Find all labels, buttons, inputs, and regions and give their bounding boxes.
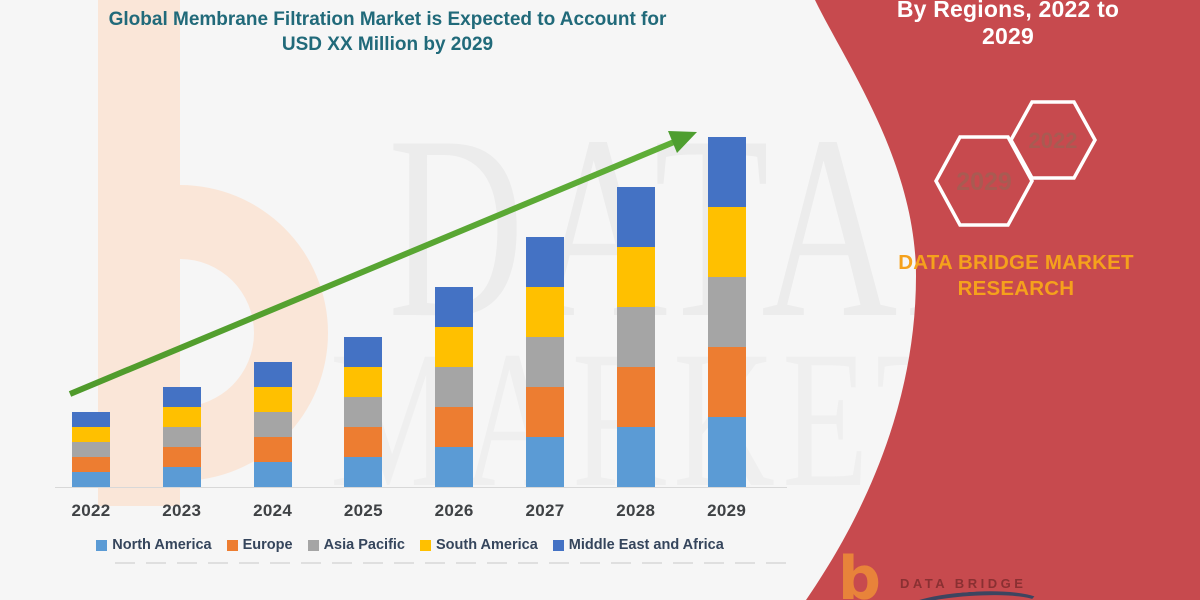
bar-segment	[344, 397, 383, 427]
bar-segment	[707, 137, 746, 207]
x-axis-label: 2024	[253, 501, 293, 520]
chart-title-line2: USD XX Million by 2029	[281, 34, 494, 56]
x-axis-label: 2026	[434, 501, 474, 520]
x-axis-label: 2022	[71, 501, 111, 520]
legend-item: South America	[420, 537, 538, 553]
bar-segment	[707, 417, 746, 487]
panel-heading: By Regions, 2022 to 2029	[896, 0, 1120, 49]
bar-segment	[72, 427, 110, 442]
bar-segment	[616, 427, 655, 487]
bar-segment	[162, 447, 201, 467]
chart-title: Global Membrane Filtration Market is Exp…	[25, 7, 750, 57]
bar-segment	[707, 207, 746, 277]
x-axis-label: 2025	[343, 501, 383, 520]
chart-legend: North America Europe Asia Pacific South Ame…	[30, 537, 790, 553]
x-axis-label: 2028	[616, 501, 656, 520]
bar-segment	[344, 427, 383, 457]
legend-label: North America	[112, 537, 212, 553]
bar-2023	[162, 387, 201, 487]
bar-segment	[707, 347, 746, 417]
footer-logo-text: DATA BRIDGE	[900, 576, 1027, 591]
x-axis-label: 2023	[162, 501, 202, 520]
year-hexagons: 2029 2022	[934, 100, 1097, 227]
x-axis-label: 2027	[525, 501, 565, 520]
bar-segment	[162, 467, 201, 487]
legend-item: Europe	[226, 537, 293, 553]
hexagon-2022-label: 2022	[1029, 128, 1078, 153]
footer-logo-b-icon: b	[838, 544, 881, 600]
legend-swatch-icon	[420, 539, 431, 551]
bar-segment	[72, 442, 110, 457]
bar-segment	[344, 457, 383, 487]
bar-segment	[162, 427, 201, 447]
bar-2022	[72, 412, 110, 487]
bar-segment	[526, 437, 564, 487]
bar-segment	[253, 437, 292, 462]
legend-item: North America	[96, 537, 212, 553]
bar-segment	[162, 407, 201, 427]
footer-logo: b DATA BRIDGE	[838, 544, 1068, 600]
hexagon-2029-label: 2029	[956, 168, 1012, 196]
bar-segment	[72, 412, 110, 427]
x-axis-line	[55, 487, 787, 488]
legend-swatch-icon	[226, 539, 238, 551]
legend-item: Asia Pacific	[307, 537, 405, 553]
legend-label: Asia Pacific	[323, 537, 405, 553]
brand-name-line1: DATA BRIDGE MARKET	[898, 251, 1134, 274]
bar-segment	[72, 472, 110, 487]
legend-label: Europe	[242, 537, 293, 553]
dashed-divider	[115, 562, 790, 564]
bar-segment	[72, 457, 110, 472]
legend-item: Middle East and Africa	[552, 537, 724, 553]
hexagon-2029	[934, 135, 1034, 227]
bar-2029	[707, 137, 746, 487]
bar-segment	[707, 277, 746, 347]
chart-title-line1: Global Membrane Filtration Market is Exp…	[108, 9, 667, 30]
brand-name-line2: RESEARCH	[957, 276, 1075, 300]
bar-segment	[253, 462, 292, 487]
legend-swatch-icon	[552, 539, 564, 551]
legend-swatch-icon	[307, 539, 319, 551]
bar-segment	[435, 407, 474, 447]
bar-segment	[435, 447, 474, 487]
legend-label: South America	[436, 537, 538, 553]
bar-segment	[253, 412, 292, 437]
legend-label: Middle East and Africa	[568, 537, 724, 553]
hexagon-2022	[1009, 100, 1097, 180]
legend-swatch-icon	[96, 539, 108, 551]
x-axis-label: 2029	[707, 501, 747, 520]
brand-name: DATA BRIDGE MARKET RESEARCH	[885, 250, 1147, 301]
